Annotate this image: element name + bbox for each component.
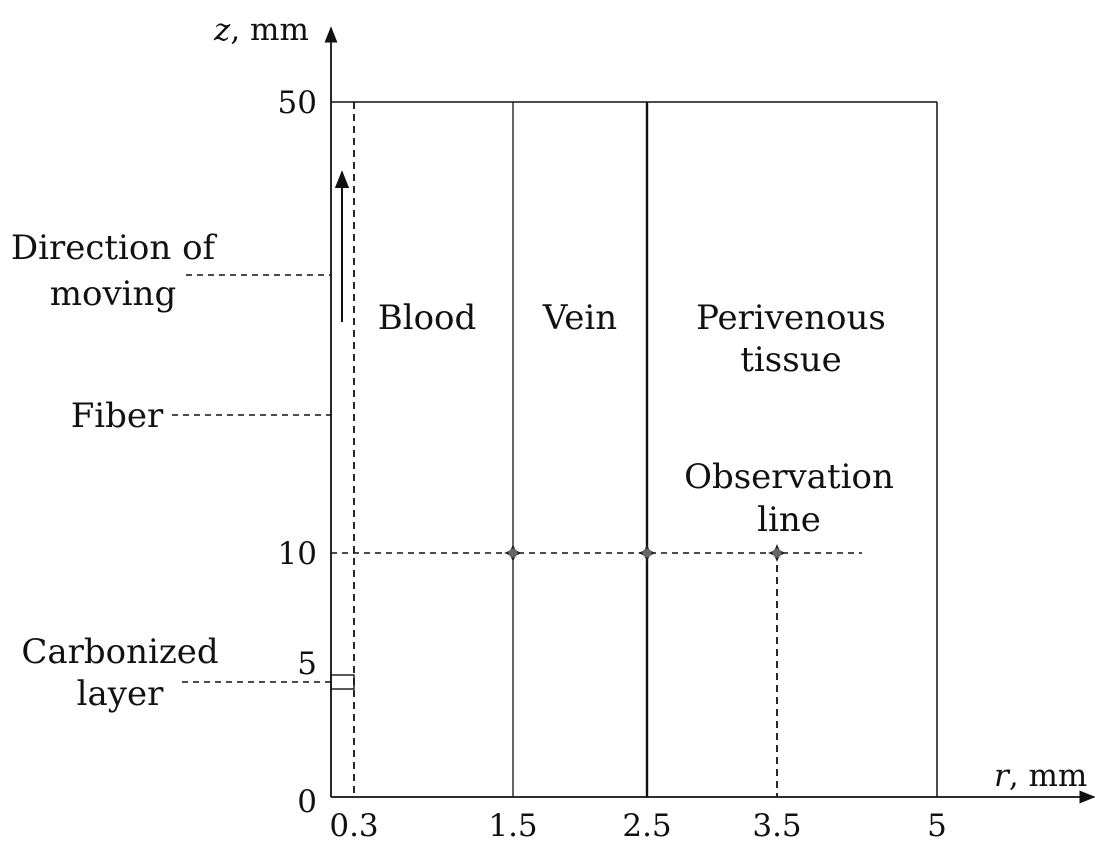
observation-point-1-icon xyxy=(504,544,522,562)
observation-point-3-icon xyxy=(768,544,786,562)
r-axis-title: r, mm xyxy=(994,758,1087,794)
region-perivenous-label-line2: tissue xyxy=(740,340,841,380)
direction-label-line2: moving xyxy=(50,274,176,314)
direction-label-line1: Direction of xyxy=(11,228,218,268)
observation-label-line2: line xyxy=(757,500,821,540)
carbonized-label-line1: Carbonized xyxy=(21,632,218,672)
observation-point-2-icon xyxy=(638,544,656,562)
z-tick-0: 0 xyxy=(297,784,317,820)
region-vein-label: Vein xyxy=(542,298,617,338)
r-tick-2.5: 2.5 xyxy=(622,808,671,842)
r-tick-5: 5 xyxy=(927,808,947,842)
region-blood-label: Blood xyxy=(378,298,477,338)
z-tick-5: 5 xyxy=(297,646,317,682)
fiber-label: Fiber xyxy=(71,396,164,436)
z-tick-10: 10 xyxy=(278,536,317,572)
carbonized-layer-box xyxy=(330,674,355,690)
carbonized-label-line2: layer xyxy=(77,674,164,714)
r-tick-0.3: 0.3 xyxy=(329,808,378,842)
r-tick-3.5: 3.5 xyxy=(752,808,801,842)
observation-label-line1: Observation xyxy=(684,457,894,497)
r-tick-1.5: 1.5 xyxy=(488,808,537,842)
region-perivenous-label-line1: Perivenous xyxy=(696,298,886,338)
z-tick-50: 50 xyxy=(278,85,317,121)
z-axis-title: z, mm xyxy=(213,12,309,48)
